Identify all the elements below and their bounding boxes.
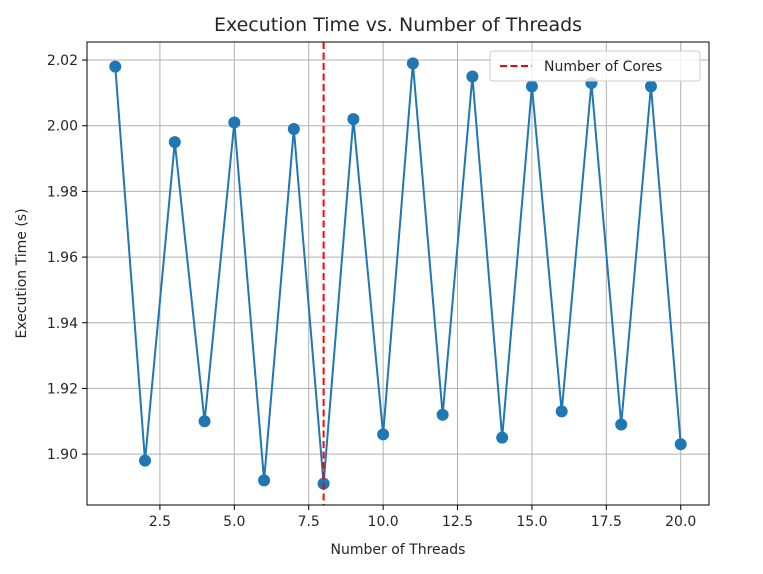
data-point — [674, 438, 687, 451]
data-point — [198, 415, 211, 428]
legend: Number of Cores — [489, 50, 701, 82]
x-tick-label: 12.5 — [442, 514, 473, 530]
y-tick-label: 1.94 — [47, 316, 78, 332]
data-point — [406, 57, 419, 70]
axes-frame — [86, 41, 710, 506]
y-tick-label: 2.00 — [47, 119, 78, 135]
data-point — [377, 428, 390, 441]
data-point — [555, 405, 568, 418]
data-point — [615, 418, 628, 431]
data-point — [347, 113, 360, 126]
y-tick-label: 2.02 — [47, 53, 78, 69]
y-axis-title: Execution Time (s) — [14, 208, 30, 338]
plot-area: 2.5 5.0 7.5 10.0 12.5 15.0 17.5 20.0 1.90 1.92 1.9… — [47, 41, 710, 530]
data-point — [436, 408, 449, 421]
data-point — [228, 116, 241, 129]
x-tick-label: 15.0 — [516, 514, 547, 530]
y-tick-label: 1.96 — [47, 250, 78, 266]
x-tick-label: 17.5 — [591, 514, 622, 530]
data-point — [139, 454, 152, 467]
chart-title: Execution Time vs. Number of Threads — [214, 14, 582, 36]
data-point — [168, 136, 181, 149]
legend-box — [489, 50, 701, 82]
y-tick-label: 1.92 — [47, 381, 78, 397]
x-axis-title: Number of Threads — [331, 542, 466, 558]
data-point — [287, 123, 300, 136]
data-point — [644, 80, 657, 93]
legend-label: Number of Cores — [544, 59, 662, 75]
x-tick-label: 20.0 — [665, 514, 696, 530]
series-line — [114, 62, 682, 485]
data-point — [496, 431, 509, 444]
x-tick-label: 7.5 — [298, 514, 320, 530]
y-tick-label: 1.90 — [47, 447, 78, 463]
plot-background — [87, 42, 709, 505]
data-point — [525, 80, 538, 93]
data-point — [109, 60, 122, 73]
data-point — [258, 474, 271, 487]
x-tick-label: 5.0 — [223, 514, 245, 530]
x-tick-label: 2.5 — [149, 514, 171, 530]
x-tick-label: 10.0 — [368, 514, 399, 530]
y-tick-label: 1.98 — [47, 184, 78, 200]
data-point — [466, 70, 479, 83]
